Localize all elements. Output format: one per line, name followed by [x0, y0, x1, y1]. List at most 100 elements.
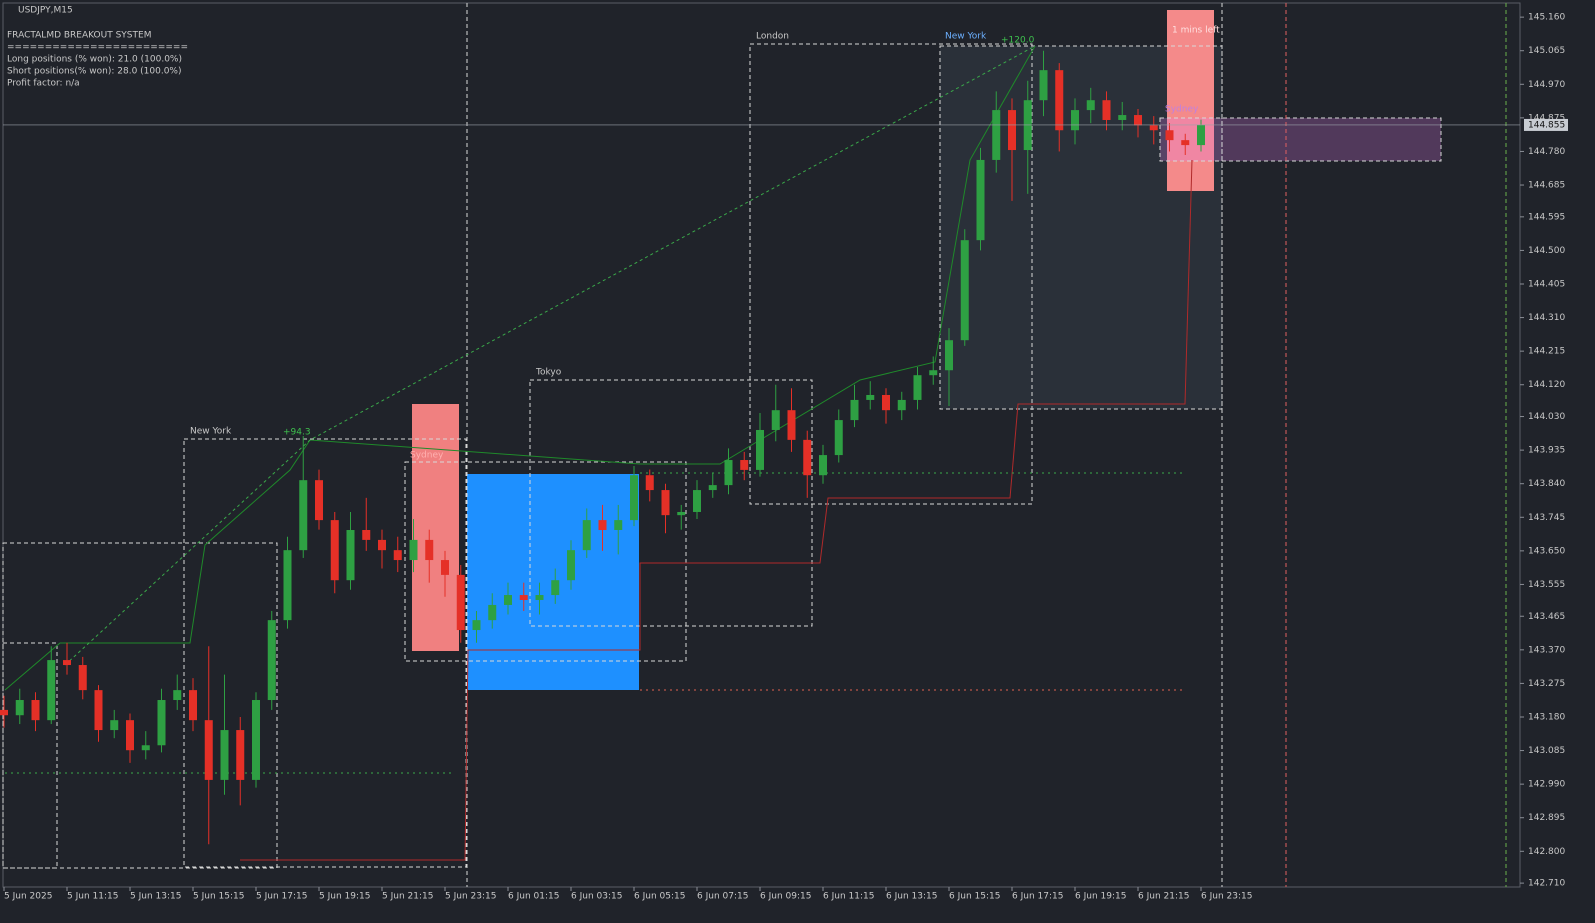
candle-body [346, 530, 355, 581]
y-tick-label: 144.500 [1528, 246, 1565, 256]
x-tick-label: 5 Jun 17:15 [256, 892, 307, 902]
session-label: New York [945, 32, 987, 42]
candle-body [976, 159, 985, 241]
y-tick-label: 144.780 [1528, 147, 1565, 157]
candle-body [551, 580, 560, 596]
candle-body [645, 475, 654, 491]
y-tick-label: 143.275 [1528, 679, 1565, 689]
candle-body [850, 399, 859, 421]
candle-body [598, 520, 607, 531]
y-tick-label: 144.595 [1528, 212, 1565, 222]
candle-body [1055, 70, 1064, 131]
candle-body [94, 690, 103, 731]
y-tick-label: 143.555 [1528, 580, 1565, 590]
price-tag-label: 144.855 [1528, 120, 1565, 130]
x-tick-label: 5 Jun 23:15 [445, 892, 496, 902]
session-box [529, 379, 813, 627]
candle-body [1071, 110, 1079, 131]
x-tick-label: 5 Jun 11:15 [67, 892, 118, 902]
candle-body [1181, 140, 1190, 146]
candle-body [393, 550, 402, 561]
candle-body [661, 490, 670, 516]
candle-body [252, 700, 260, 780]
candle-body [488, 604, 497, 621]
candle-body [1008, 110, 1016, 151]
candle-body [236, 730, 245, 780]
candle-body [519, 595, 528, 600]
y-tick-label: 143.745 [1528, 513, 1565, 523]
candle-body [677, 511, 686, 516]
y-tick-label: 144.970 [1528, 80, 1565, 90]
candle-body [1134, 115, 1142, 126]
candle-body [740, 460, 749, 470]
y-tick-label: 145.065 [1528, 46, 1565, 56]
info-line: Short positions(% won): 28.0 (100.0%) [7, 67, 182, 77]
candle-body [504, 595, 512, 605]
x-tick-label: 5 Jun 13:15 [130, 892, 181, 902]
y-tick-label: 142.990 [1528, 780, 1565, 790]
candle-body [472, 620, 481, 631]
candle-body [456, 574, 465, 631]
y-tick-label: 143.085 [1528, 746, 1565, 756]
x-tick-label: 6 Jun 19:15 [1075, 892, 1126, 902]
candle-body [1149, 125, 1158, 131]
session-box [1167, 10, 1214, 191]
y-tick-label: 143.180 [1528, 712, 1565, 722]
y-tick-label: 142.710 [1528, 879, 1565, 889]
y-tick-label: 144.215 [1528, 347, 1565, 357]
candle-body [787, 410, 796, 440]
y-tick-label: 144.310 [1528, 313, 1565, 323]
candle-body [630, 475, 638, 521]
candle-body [913, 375, 922, 400]
countdown: 1 mins left [1172, 26, 1220, 36]
session-box [412, 404, 459, 651]
session-label: Sydney [410, 451, 444, 461]
candle-body [378, 539, 386, 551]
y-tick-label: 144.030 [1528, 412, 1565, 422]
session-label: New York [190, 427, 232, 437]
candle-body [1197, 124, 1205, 146]
info-line: Profit factor: n/a [7, 79, 80, 89]
candle-body [110, 720, 119, 731]
price-tag [1524, 118, 1568, 131]
candle-body [425, 539, 434, 561]
info-line: FRACTALMD BREAKOUT SYSTEM [7, 31, 151, 41]
candle-body [1118, 115, 1127, 120]
candle-body [0, 709, 8, 716]
candle-body [441, 560, 449, 575]
x-tick-label: 6 Jun 13:15 [886, 892, 937, 902]
candle-body [945, 340, 953, 371]
y-tick-label: 144.875 [1528, 113, 1565, 123]
y-tick-label: 144.405 [1528, 279, 1565, 289]
x-tick-label: 6 Jun 15:15 [949, 892, 1000, 902]
candle-body [803, 439, 812, 476]
candle-body [267, 620, 276, 701]
candle-body [582, 520, 591, 551]
session-box [183, 438, 467, 868]
candle-body [819, 455, 827, 476]
candle-body [63, 660, 71, 666]
candle-body [315, 480, 323, 521]
candle-body [535, 595, 544, 600]
session-box [749, 43, 1033, 505]
candle-body [299, 480, 308, 551]
profit-label: +94.3 [283, 428, 311, 438]
candle-body [189, 690, 197, 721]
x-tick-label: 6 Jun 21:15 [1138, 892, 1189, 902]
candle-body [771, 410, 780, 430]
candle-body [409, 539, 418, 561]
candle-body [204, 720, 213, 780]
candle-body [220, 730, 229, 780]
session-label: Tokyo [535, 368, 562, 378]
candle-body [362, 530, 371, 540]
y-tick-label: 145.160 [1528, 13, 1565, 23]
info-line: ======================== [7, 43, 188, 53]
y-tick-label: 143.650 [1528, 546, 1565, 556]
x-tick-label: 6 Jun 09:15 [760, 892, 811, 902]
candle-body [960, 240, 969, 341]
y-tick-label: 143.935 [1528, 446, 1565, 456]
candle-body [866, 394, 875, 400]
candle-body [614, 520, 623, 531]
x-tick-label: 6 Jun 05:15 [634, 892, 685, 902]
